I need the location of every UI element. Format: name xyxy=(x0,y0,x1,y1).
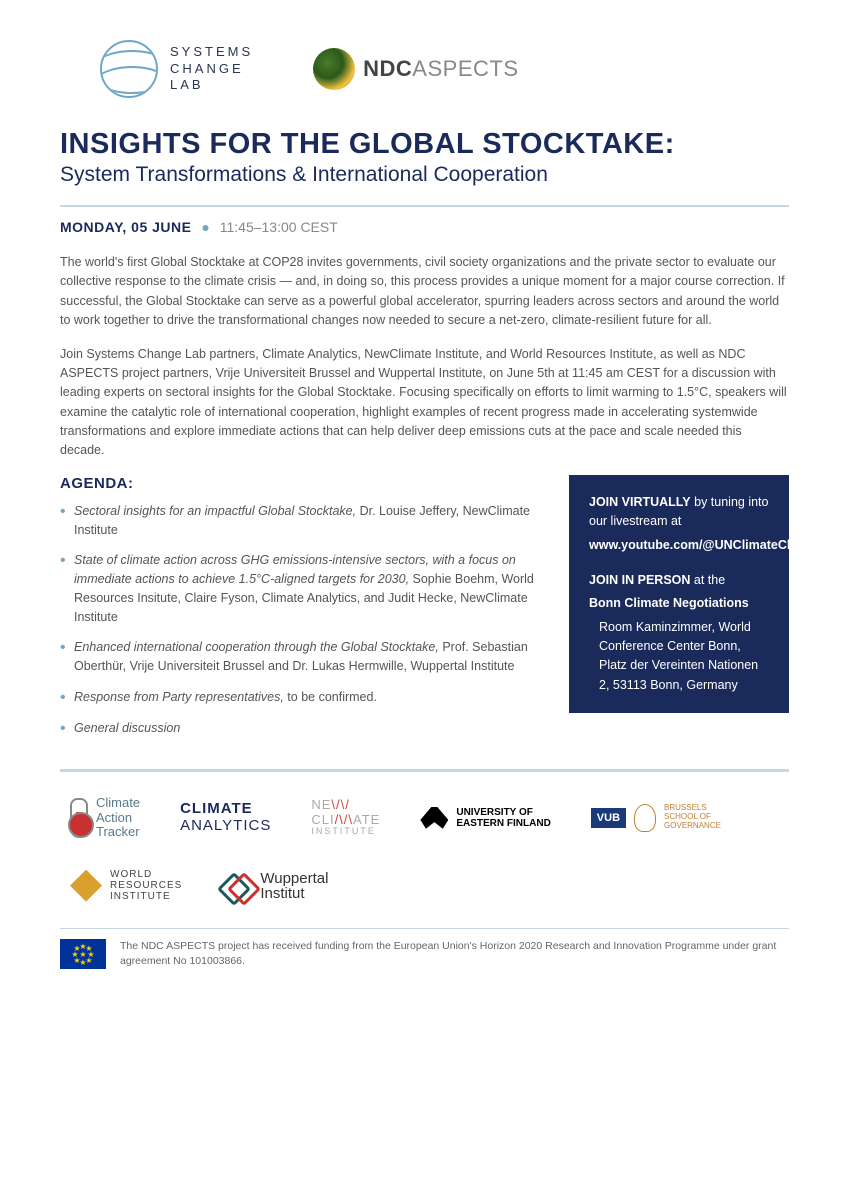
agenda-item: Enhanced international cooperation throu… xyxy=(60,638,539,676)
owl-icon xyxy=(634,804,656,832)
venue-address: Room Kaminzimmer, World Conference Cente… xyxy=(589,618,769,696)
venue-name: Bonn Climate Negotiations xyxy=(589,596,749,610)
agenda-topic: Enhanced international cooperation throu… xyxy=(74,640,439,654)
climate-action-tracker-logo: Climate Action Tracker xyxy=(70,796,140,839)
join-virtual-label: JOIN VIRTUALLY xyxy=(589,495,691,509)
join-virtual-section: JOIN VIRTUALLY by tuning into our livest… xyxy=(589,493,769,555)
eu-flag-icon xyxy=(60,939,106,969)
join-info-box: JOIN VIRTUALLY by tuning into our livest… xyxy=(569,475,789,713)
cat-line: Climate xyxy=(96,796,140,810)
ndc-aspects-logo: NDCASPECTS xyxy=(313,48,518,90)
cat-line: Tracker xyxy=(96,825,140,839)
event-time: 11:45–13:00 CEST xyxy=(220,219,338,235)
join-person-section: JOIN IN PERSON at the Bonn Climate Negot… xyxy=(589,571,769,695)
agenda-item: Sectoral insights for an impactful Globa… xyxy=(60,502,539,540)
climate-analytics-logo: CLIMATE ANALYTICS xyxy=(180,801,271,834)
wuppertal-logo: Wuppertal Institut xyxy=(222,871,328,901)
nc-part: NE xyxy=(311,797,331,812)
wuppertal-icon xyxy=(222,877,252,895)
wri-logo: WORLD RESOURCES INSTITUTE xyxy=(70,869,182,902)
header-logos: SYSTEMS CHANGE LAB NDCASPECTS xyxy=(60,40,789,98)
intro-paragraph-2: Join Systems Change Lab partners, Climat… xyxy=(60,345,789,461)
intro-paragraph-1: The world's first Global Stocktake at CO… xyxy=(60,253,789,331)
partner-logos-row: Climate Action Tracker CLIMATE ANALYTICS… xyxy=(60,796,789,922)
agenda-topic: Sectoral insights for an impactful Globa… xyxy=(74,504,356,518)
wup-text: Wuppertal Institut xyxy=(260,871,328,901)
agenda-item: State of climate action across GHG emiss… xyxy=(60,551,539,626)
page-title: INSIGHTS FOR THE GLOBAL STOCKTAKE: xyxy=(60,128,789,161)
divider-thin xyxy=(60,928,789,929)
nc-part: CLI xyxy=(311,812,334,827)
uef-text: UNIVERSITY OF EASTERN FINLAND xyxy=(456,807,550,829)
divider xyxy=(60,205,789,207)
funding-row: The NDC ASPECTS project has received fun… xyxy=(60,939,789,969)
bsg-text: BRUSSELS SCHOOL OF GOVERNANCE xyxy=(664,804,721,830)
event-date: MONDAY, 05 JUNE xyxy=(60,219,191,235)
agenda-column: AGENDA: Sectoral insights for an impactf… xyxy=(60,475,539,750)
ndc-logo-text: NDCASPECTS xyxy=(363,56,518,82)
divider-wide xyxy=(60,769,789,772)
agenda-topic: General discussion xyxy=(74,721,180,735)
uef-icon xyxy=(420,807,448,829)
nc-part: INSTITUTE xyxy=(311,827,380,837)
funding-text: The NDC ASPECTS project has received fun… xyxy=(120,939,789,968)
dot-separator: ● xyxy=(201,219,209,235)
wri-text: WORLD RESOURCES INSTITUTE xyxy=(110,869,182,902)
agenda-speaker: to be confirmed. xyxy=(284,690,377,704)
thermometer-icon xyxy=(70,798,88,838)
page-subtitle: System Transformations & International C… xyxy=(60,163,789,187)
cat-line: Action xyxy=(96,811,140,825)
ca-line: CLIMATE xyxy=(180,801,271,818)
agenda-heading: AGENDA: xyxy=(60,475,539,492)
ndc-bold: NDC xyxy=(363,56,412,81)
agenda-item: General discussion xyxy=(60,719,539,738)
join-column: JOIN VIRTUALLY by tuning into our livest… xyxy=(569,475,789,750)
ndc-light: ASPECTS xyxy=(412,56,518,81)
uef-logo: UNIVERSITY OF EASTERN FINLAND xyxy=(420,807,550,829)
livestream-url[interactable]: www.youtube.com/@UNClimateChangeEvents. xyxy=(589,538,849,552)
nc-part: ATE xyxy=(353,812,380,827)
agenda-item: Response from Party representatives, to … xyxy=(60,688,539,707)
scl-logo-text: SYSTEMS CHANGE LAB xyxy=(170,44,253,95)
ca-line: ANALYTICS xyxy=(180,818,271,835)
systems-change-lab-logo: SYSTEMS CHANGE LAB xyxy=(100,40,253,98)
dateline: MONDAY, 05 JUNE ● 11:45–13:00 CEST xyxy=(60,219,789,235)
ndc-sphere-icon xyxy=(313,48,355,90)
join-person-text: at the xyxy=(690,573,725,587)
vub-logo: VUB BRUSSELS SCHOOL OF GOVERNANCE xyxy=(591,804,721,832)
agenda-list: Sectoral insights for an impactful Globa… xyxy=(60,502,539,738)
wri-icon xyxy=(70,870,102,902)
join-person-label: JOIN IN PERSON xyxy=(589,573,690,587)
agenda-topic: Response from Party representatives, xyxy=(74,690,284,704)
vub-box: VUB xyxy=(591,808,626,828)
newclimate-logo: NE\/\/ CLI/\/\ATE INSTITUTE xyxy=(311,798,380,836)
scl-globe-icon xyxy=(100,40,158,98)
